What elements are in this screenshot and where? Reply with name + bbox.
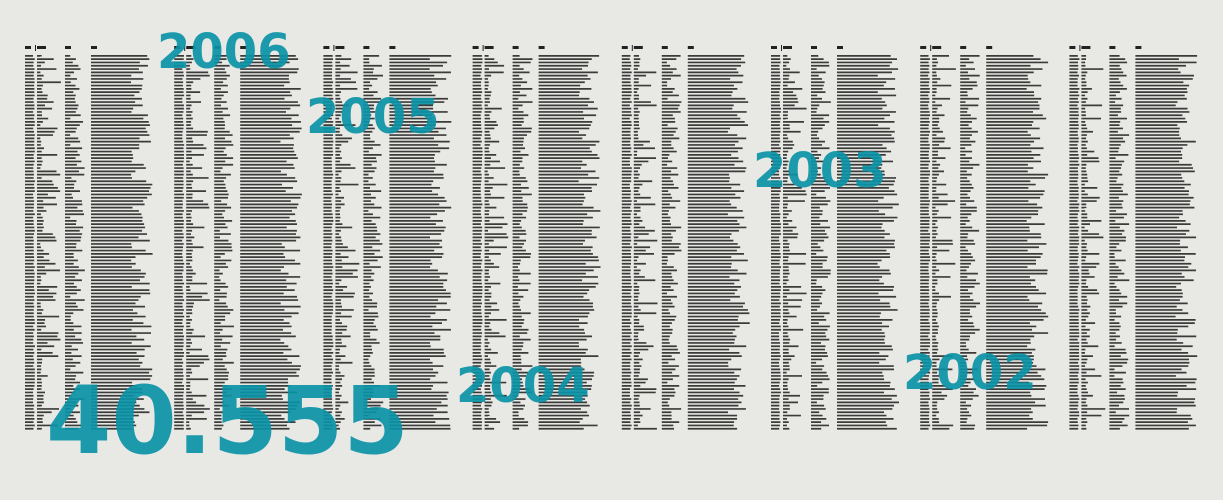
text-block [214,55,234,430]
text-block [37,55,61,430]
header-rule [1079,45,1081,51]
text-block [323,55,334,430]
header-rule [333,45,335,51]
text-block [661,55,682,430]
column-header [389,46,396,49]
text-block [1069,55,1080,430]
column-header [633,46,643,49]
text-block [335,55,360,430]
total-count: 40.555 [46,367,409,476]
column-header [214,46,221,49]
header-rule [930,45,932,51]
header-rule [631,45,633,51]
year-overlays: 2006 2005 2003 2004 2002 40.555 [46,24,1037,476]
column-header [37,46,46,49]
text-block [24,55,35,430]
text-block [240,55,302,430]
column-header [837,46,843,49]
column-header [65,46,71,49]
column-header [174,46,181,49]
text-block [472,55,483,430]
column-header [986,46,993,49]
text-block [363,55,384,430]
text-block [90,55,153,430]
column-header [335,46,345,49]
text-block [687,55,750,430]
column-header [920,46,927,49]
text-block [986,55,1049,430]
column-header [621,46,628,49]
header-rule [35,45,36,51]
text-block [186,55,210,430]
column-header [25,46,31,49]
header-rule [781,45,782,51]
text-block [837,55,899,430]
text-block [633,55,658,430]
column-header [1081,46,1091,49]
text-block [932,55,956,430]
column-header [771,46,777,49]
column-header [1069,46,1076,49]
column-header [512,46,519,49]
text-block [960,55,980,430]
text-block [174,55,185,430]
column-header [960,46,967,49]
year-label: 2006 [157,24,291,80]
text-block [920,55,931,430]
text-block [783,55,807,430]
header-rule [184,45,186,51]
column-header [472,46,479,49]
column-header [1109,46,1116,49]
text-block [1081,55,1106,430]
column-header [932,46,942,49]
column-header [661,46,668,49]
text-columns [24,45,1198,430]
column-header [363,46,370,49]
year-label: 2004 [456,358,590,414]
column-header [783,46,792,49]
text-block [621,55,632,430]
year-label: 2002 [903,345,1037,401]
text-block [484,55,509,430]
column-header [1135,46,1142,49]
column-header [484,46,494,49]
column-header [240,46,247,49]
text-block [1135,55,1198,430]
year-label: 2003 [753,143,887,199]
text-block [389,55,452,430]
column-header [186,46,196,49]
year-label: 2005 [306,89,440,145]
column-header [91,46,97,49]
text-block [65,55,85,430]
text-block [811,55,831,430]
column-header [811,46,817,49]
column-header [323,46,330,49]
header-rule [482,45,484,51]
text-block [512,55,533,430]
column-header [538,46,545,49]
text-block [538,55,601,430]
text-block [771,55,781,430]
column-header [687,46,694,49]
text-block [1109,55,1130,430]
